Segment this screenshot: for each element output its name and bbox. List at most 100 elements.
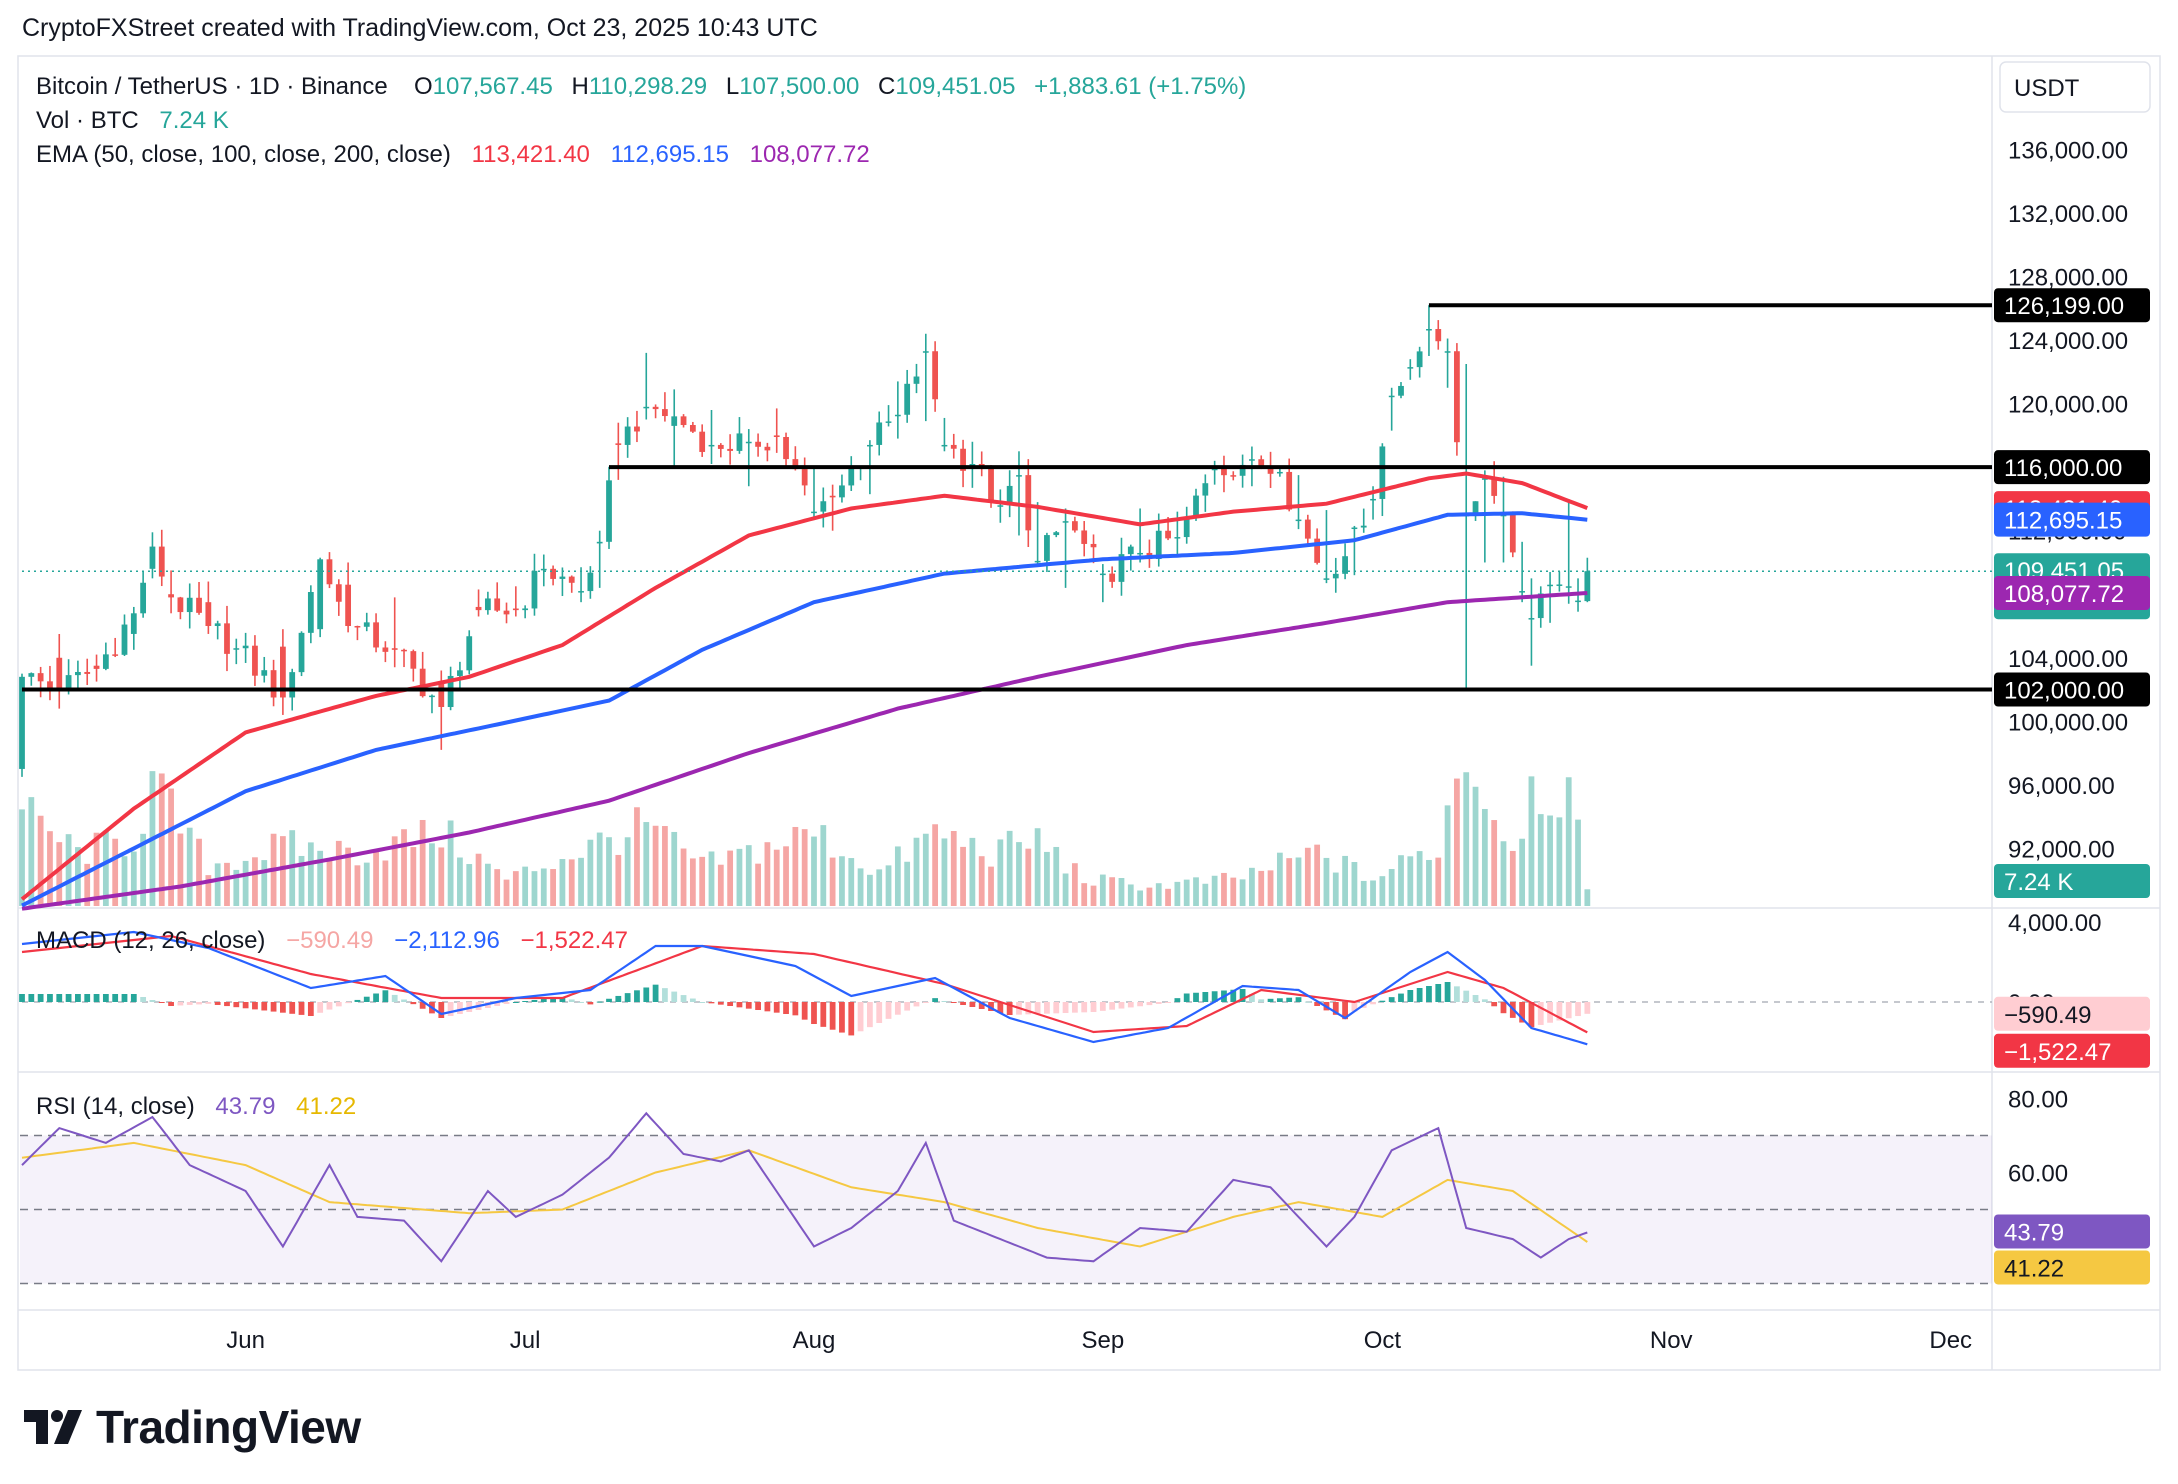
macd-hist-bar — [317, 1002, 324, 1013]
legend-open-label: O — [414, 73, 433, 100]
candle — [652, 404, 659, 419]
macd-hist-bar — [1081, 1002, 1088, 1013]
volume-bar — [1053, 846, 1060, 906]
volume-bar — [1304, 847, 1311, 906]
svg-text:7.24 K: 7.24 K — [2004, 869, 2073, 896]
macd-hist-bar — [680, 995, 687, 1002]
candle — [1379, 443, 1386, 517]
macd-hist-bar — [615, 995, 622, 1002]
macd-hist-bar — [1258, 999, 1265, 1002]
candle — [745, 429, 752, 487]
volume-bar — [540, 868, 547, 906]
volume-bar — [233, 869, 240, 906]
level-badge: 102,000.00 — [1994, 672, 2150, 707]
currency-label: USDT — [2014, 75, 2080, 102]
macd-signal-line — [21, 934, 1588, 1034]
candle — [1435, 320, 1442, 350]
volume-bar — [578, 857, 584, 906]
candle — [839, 474, 845, 503]
time-axis[interactable]: Jun Jul Aug Sep Oct Nov Dec — [226, 1327, 1972, 1354]
macd-hist-bar — [1155, 1002, 1162, 1004]
candle — [606, 466, 612, 549]
volume-bar — [1193, 877, 1199, 906]
macd-hist-bar — [978, 1002, 985, 1009]
horizontal-levels[interactable] — [22, 303, 1992, 692]
legend-ema-label[interactable]: EMA (50, close, 100, close, 200, close) — [36, 141, 451, 168]
candle — [568, 575, 575, 593]
candle — [522, 605, 529, 619]
macd-hist-bar — [1491, 1002, 1498, 1007]
candle — [1053, 531, 1060, 538]
macd-hist-bar — [1118, 1002, 1125, 1009]
legend-macd-hist: −590.49 — [286, 927, 373, 954]
candle — [47, 665, 53, 701]
candle — [512, 586, 519, 617]
legend-symbol[interactable]: Bitcoin / TetherUS · 1D · Binance — [36, 73, 388, 100]
candle — [56, 633, 63, 709]
macd-hist-bar — [1472, 995, 1479, 1002]
volume-bar — [652, 825, 659, 906]
candle — [186, 583, 193, 629]
candle — [1351, 525, 1358, 576]
candle — [1323, 510, 1330, 584]
macd-hist-bar — [1146, 1002, 1153, 1006]
candle — [1183, 506, 1190, 544]
macd-hist-bar — [568, 999, 575, 1002]
macd-hist-bar — [261, 1002, 268, 1011]
tradingview-logo[interactable]: TradingView — [24, 1400, 361, 1454]
macd-hist-bar — [280, 1002, 286, 1013]
volume-bar — [1295, 857, 1302, 906]
volume-bar — [410, 847, 417, 906]
macd-hist-bar — [503, 1002, 510, 1004]
volume-bar — [1370, 880, 1376, 906]
macd-hist-bar — [829, 1002, 836, 1030]
volume-bar — [1575, 819, 1581, 906]
svg-text:Vol · BTC 7.24 K: Vol · BTC 7.24 K — [36, 107, 229, 134]
macd-line — [21, 930, 1588, 1046]
candle — [1006, 470, 1013, 518]
volume-bar — [941, 838, 948, 906]
volume-bar — [978, 856, 985, 906]
candle — [1304, 514, 1311, 547]
volume-bar — [56, 842, 63, 906]
volume-bar — [820, 825, 827, 906]
svg-text:41.22: 41.22 — [2004, 1255, 2064, 1282]
macd-hist-bar — [140, 997, 147, 1002]
volume-bar — [1379, 876, 1386, 906]
legend-vol: 7.24 K — [159, 107, 228, 134]
volume-bar — [512, 871, 519, 906]
legend-rsi-label[interactable]: RSI (14, close) — [36, 1093, 195, 1120]
currency-button[interactable] — [1999, 61, 2151, 113]
volume-bar — [1062, 873, 1069, 906]
macd-hist-bar — [708, 1002, 715, 1004]
candle — [1118, 537, 1125, 596]
macd-hist-bar — [922, 1002, 929, 1003]
macd-hist-bar — [522, 1001, 529, 1002]
volume-bar — [1472, 786, 1479, 906]
candle — [848, 456, 855, 491]
price-tick-label: 136,000.00 — [2008, 138, 2128, 165]
macd-hist-bar — [130, 994, 137, 1002]
volume-bar — [689, 858, 696, 906]
candle — [1509, 511, 1516, 558]
candles — [19, 305, 1591, 777]
volume-bar — [1071, 863, 1078, 906]
macd-hist-bar — [1295, 997, 1302, 1002]
volume-bar — [391, 836, 398, 906]
candle — [829, 484, 836, 531]
volume-bar — [1351, 862, 1358, 906]
macd-hist-bar — [1435, 984, 1442, 1002]
volume-bar — [568, 859, 575, 906]
macd-hist-bar — [177, 1002, 184, 1006]
macd-hist-bar — [885, 1002, 892, 1019]
candle — [811, 465, 817, 520]
macd-hist-bar — [84, 994, 91, 1002]
macd-hist-bar — [438, 1002, 445, 1018]
legend-macd-label[interactable]: MACD (12, 26, close) — [36, 927, 265, 954]
candle — [214, 620, 221, 640]
volume-bar — [261, 860, 268, 906]
volume-bar — [102, 830, 109, 906]
legend-vol-label[interactable]: Vol · BTC — [36, 107, 139, 134]
macd-hist-bar — [158, 1002, 165, 1003]
